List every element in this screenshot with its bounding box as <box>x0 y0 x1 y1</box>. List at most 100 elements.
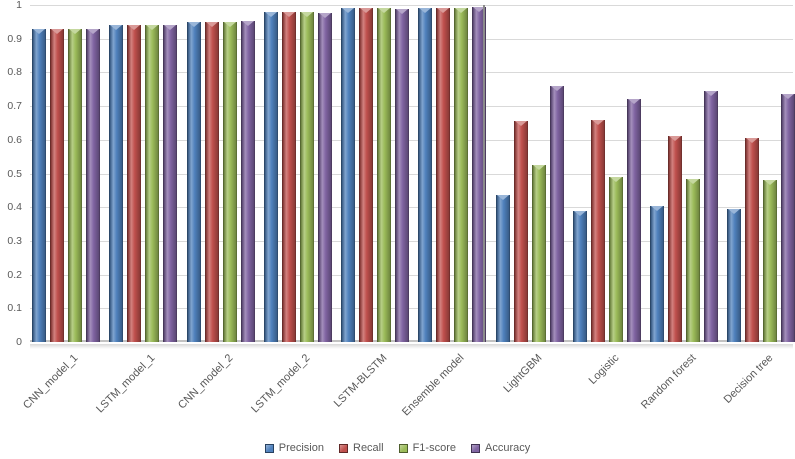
bar-top-notch <box>437 8 450 14</box>
bar-precision-random_forest <box>650 205 664 342</box>
gridline-0.4 <box>30 207 793 208</box>
bar-top-notch <box>728 208 741 214</box>
legend-item-precision: Precision <box>264 442 324 454</box>
gridline-0.8 <box>30 72 793 73</box>
bar-top-notch <box>164 24 177 30</box>
plot-area <box>30 5 795 342</box>
bar-f1_score-lstm_model_2 <box>299 11 314 342</box>
gridline-0.5 <box>30 174 793 175</box>
bar-top-notch <box>514 121 527 127</box>
legend-label: Accuracy <box>484 442 531 454</box>
x-axis: CNN_model_1 LSTM_model_1 CNN_model_2 LSTM_m… <box>21 349 793 418</box>
x-axis-category-label: LSTM-BLSTM <box>331 352 390 410</box>
bar-accuracy-logistic <box>626 99 641 342</box>
gridline-1 <box>30 5 793 6</box>
bar-precision-decision_tree <box>727 208 742 342</box>
bar-top-notch <box>128 25 141 31</box>
bar-f1_score-ensemble_model <box>454 7 469 342</box>
bar-top-notch <box>651 205 663 211</box>
bar-accuracy-lstm_model_1 <box>163 24 178 342</box>
x-axis-category-label: LSTM_model_1 <box>94 352 158 416</box>
bar-top-notch <box>627 99 640 105</box>
bar-top-notch <box>318 12 331 18</box>
bar-top-notch <box>419 8 432 14</box>
legend-color-swatch-recall <box>339 443 348 453</box>
bar-precision-cnn_model_2 <box>186 21 201 342</box>
gridline-0.3 <box>30 241 793 242</box>
bar-top-notch <box>241 20 254 26</box>
bar-top-notch <box>282 11 295 17</box>
x-axis-category-label: Decision tree <box>721 352 776 406</box>
legend-color-swatch-accuracy <box>470 443 480 453</box>
bar-f1_score-lightgbm <box>531 165 546 342</box>
bar-accuracy-decision_tree <box>781 94 795 342</box>
bar-precision-lightgbm <box>495 195 510 342</box>
y-axis-tick-label: 0.4 <box>7 201 22 213</box>
bar-f1_score-cnn_model_1 <box>68 28 82 342</box>
gridline-0.1 <box>30 308 793 309</box>
bar-recall-lightgbm <box>513 121 528 342</box>
x-axis-category-label: LightGBM <box>500 352 544 396</box>
bar-top-notch <box>205 21 218 27</box>
gridline-0.9 <box>30 39 793 40</box>
bar-f1_score-cnn_model_2 <box>222 21 237 342</box>
bar-accuracy-lstm_blstm <box>395 9 409 342</box>
y-axis-tick-label: 0.3 <box>7 235 22 247</box>
bar-accuracy-lightgbm <box>549 85 564 342</box>
panel-divider-line <box>483 5 485 342</box>
bar-recall-lstm_model_2 <box>281 11 296 342</box>
bar-top-notch <box>69 28 81 34</box>
bar-precision-logistic <box>572 210 587 342</box>
bar-top-notch <box>782 94 795 99</box>
bar-recall-lstm_blstm <box>359 8 373 342</box>
bar-precision-lstm_model_1 <box>109 25 124 342</box>
bar-f1_score-decision_tree <box>763 180 778 342</box>
bar-top-notch <box>550 85 563 91</box>
bar-top-notch <box>264 11 277 17</box>
legend-color-swatch-f1_score <box>398 443 408 453</box>
legend-label: Recall <box>353 442 384 454</box>
bar-recall-random_forest <box>668 136 682 342</box>
bar-top-notch <box>473 7 486 12</box>
x-axis-category-label: Random forest <box>638 352 699 412</box>
y-axis-tick-label: 0.7 <box>7 100 22 112</box>
gridline-0 <box>30 340 793 342</box>
bar-recall-decision_tree <box>745 138 760 342</box>
bar-top-notch <box>396 9 408 15</box>
bar-top-notch <box>687 178 699 184</box>
bar-top-notch <box>187 21 200 27</box>
y-axis-tick-label: 0.6 <box>7 134 22 146</box>
bar-top-notch <box>223 21 236 27</box>
gridline-0.7 <box>30 106 793 107</box>
bar-accuracy-cnn_model_1 <box>86 28 100 342</box>
x-axis-category-label: Logistic <box>586 352 622 387</box>
y-axis-tick-label: 0.8 <box>7 66 22 78</box>
bar-top-notch <box>378 8 390 14</box>
gridline-0.2 <box>30 275 793 276</box>
bar-top-notch <box>705 91 717 97</box>
x-axis-category-label: CNN_model_1 <box>20 352 81 412</box>
bar-precision-lstm_model_2 <box>263 11 278 342</box>
bar-top-notch <box>87 28 99 34</box>
bar-top-notch <box>669 136 681 142</box>
bar-f1_score-lstm_model_1 <box>145 25 160 342</box>
bar-precision-lstm_blstm <box>341 8 355 342</box>
bar-top-notch <box>532 165 545 171</box>
bar-top-notch <box>51 28 63 34</box>
bar-recall-ensemble_model <box>436 8 451 342</box>
bar-top-notch <box>33 28 45 34</box>
x-axis-category-label: Ensemble model <box>400 352 467 419</box>
bar-top-notch <box>342 8 354 14</box>
y-axis-tick-label: 0.1 <box>7 302 22 314</box>
y-axis-tick-label: 0 <box>16 336 22 348</box>
bar-recall-lstm_model_1 <box>127 25 142 342</box>
bar-f1_score-logistic <box>608 176 623 342</box>
legend: Precision Recall F1-score Accuracy <box>0 442 795 454</box>
legend-item-recall: Recall <box>339 442 384 454</box>
x-axis-category-label: CNN_model_2 <box>175 352 235 412</box>
bar-top-notch <box>455 7 468 13</box>
x-axis-category-label: LSTM_model_2 <box>248 352 313 416</box>
legend-label: Precision <box>278 442 324 454</box>
baseline-shadow <box>30 344 793 349</box>
legend-label: F1-score <box>412 442 456 454</box>
